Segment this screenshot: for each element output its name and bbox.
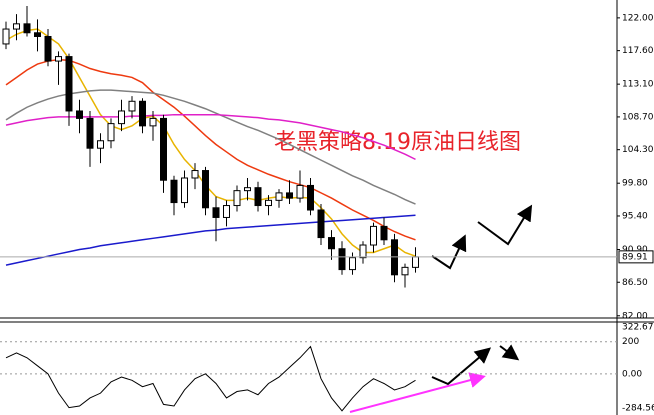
y-tick-label: 117.60 bbox=[622, 46, 654, 56]
candle-body bbox=[170, 179, 178, 204]
candle-body bbox=[370, 225, 377, 246]
y-tick-label: 104.30 bbox=[622, 145, 654, 155]
y-tick-label: 82.00 bbox=[622, 311, 648, 321]
candle-body bbox=[286, 192, 293, 199]
y-tick-label: 0.00 bbox=[622, 369, 642, 379]
forecast-arrows bbox=[349, 204, 533, 413]
y-tick-label: 200 bbox=[622, 337, 639, 347]
candle-body bbox=[149, 117, 157, 127]
moving-average bbox=[5, 89, 416, 205]
candle-body bbox=[307, 184, 314, 211]
candle-body bbox=[181, 177, 188, 204]
moving-average bbox=[5, 58, 416, 241]
y-tick-label: 122.00 bbox=[622, 13, 654, 23]
current-price-label: 89.91 bbox=[622, 252, 648, 262]
candle-body bbox=[338, 248, 346, 271]
y-tick-label: 95.40 bbox=[622, 211, 648, 221]
y-tick-label: 113.10 bbox=[622, 80, 654, 90]
indicator-line bbox=[5, 345, 416, 412]
candle-body bbox=[76, 110, 83, 119]
candle-body bbox=[2, 28, 10, 45]
candle-body bbox=[328, 237, 335, 250]
y-tick-label: 108.70 bbox=[622, 112, 654, 122]
candle-body bbox=[139, 100, 146, 127]
moving-average bbox=[5, 214, 416, 266]
candle-body bbox=[212, 207, 220, 218]
candle-body bbox=[97, 140, 104, 149]
candle-body bbox=[317, 209, 325, 239]
candle-body bbox=[275, 192, 283, 201]
candle-body bbox=[412, 256, 419, 268]
y-tick-label: 99.80 bbox=[622, 179, 648, 189]
candle-body bbox=[160, 117, 167, 181]
candle-body bbox=[86, 117, 94, 149]
moving-average bbox=[5, 28, 416, 257]
candle-body bbox=[55, 56, 62, 62]
current-price-box bbox=[618, 250, 654, 264]
candle-body bbox=[202, 170, 209, 209]
candle-body bbox=[401, 266, 409, 276]
candle-body bbox=[23, 23, 31, 34]
candle-body bbox=[296, 184, 304, 199]
candle-body bbox=[254, 187, 262, 207]
candle-body bbox=[233, 190, 241, 207]
candle-body bbox=[244, 187, 251, 192]
candle-body bbox=[107, 123, 115, 142]
candle-body bbox=[34, 32, 41, 37]
candle-body bbox=[380, 225, 388, 241]
y-tick-label: 90.90 bbox=[622, 245, 648, 255]
candle-body bbox=[128, 100, 136, 112]
candle-body bbox=[265, 199, 272, 207]
candle-body bbox=[44, 35, 52, 62]
candle-body bbox=[223, 205, 230, 218]
y-tick-label: 86.50 bbox=[622, 278, 648, 288]
candle-body bbox=[13, 23, 20, 30]
y-min-label: -284.56 bbox=[622, 404, 654, 414]
candle-body bbox=[191, 170, 199, 179]
candle-body bbox=[359, 244, 367, 259]
moving-average bbox=[5, 113, 416, 161]
candle-body bbox=[118, 110, 125, 125]
candle-body bbox=[65, 56, 73, 112]
candle-body bbox=[349, 257, 356, 271]
y-max-label: 322.670 bbox=[622, 323, 654, 333]
